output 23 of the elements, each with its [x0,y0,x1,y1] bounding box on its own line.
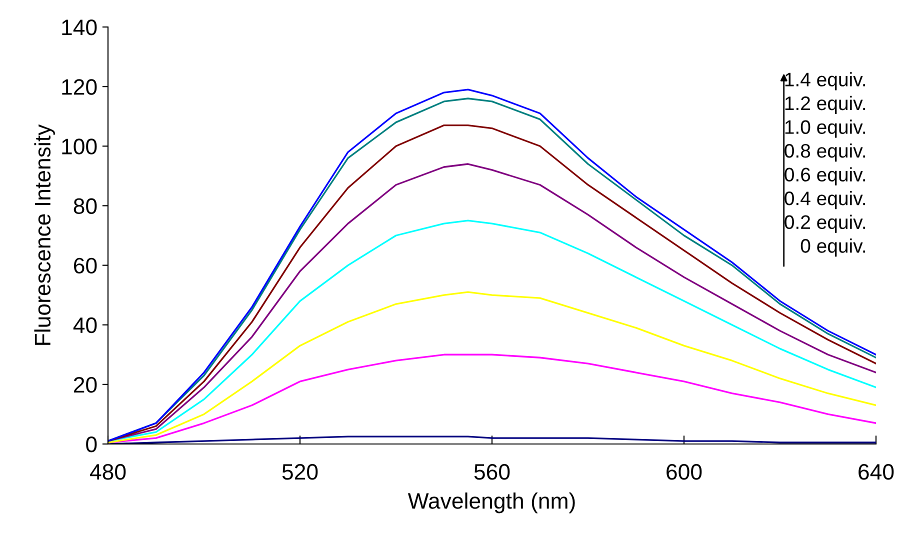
annotation: 0.8 equiv. [784,143,866,162]
annotation: 1.2 equiv. [785,96,866,114]
y-axis-title: Fluorescence Intensity [34,124,55,345]
x-tick-label: 520 [282,464,318,480]
y-tick-label: 60 [74,258,97,274]
x-tick-label: 560 [474,464,510,480]
y-tick-label: 120 [62,79,97,95]
annotation: 0.2 equiv. [784,214,866,233]
y-tick-label: 0 [86,436,97,452]
annotation: 1.4 equiv. [785,72,866,90]
y-tick-label: 80 [74,198,97,214]
annotation: 0.4 equiv. [784,190,866,210]
annotation: 1.0 equiv. [785,120,866,138]
x-tick-label: 600 [666,464,702,480]
x-tick-label: 480 [90,464,126,480]
x-tick-label: 640 [858,464,894,480]
x-axis-title: Wavelength (nm) [408,492,575,514]
y-tick-label: 40 [73,317,97,334]
y-tick-label: 140 [62,20,97,36]
annotation: 0 equiv. [800,238,866,257]
annotation: 0.6 equiv. [784,167,866,186]
y-tick-label: 20 [74,376,97,393]
y-tick-label: 100 [62,138,97,154]
